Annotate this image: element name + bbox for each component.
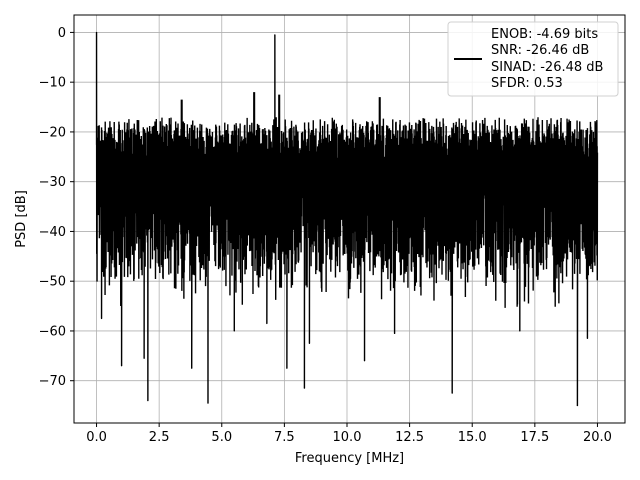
tone-peak — [95, 31, 98, 34]
null-point — [363, 360, 366, 362]
legend-line-enob: ENOB: -4.69 bits — [491, 27, 598, 42]
null-point — [100, 317, 103, 320]
y-tick-label: −50 — [39, 275, 66, 290]
null-point — [120, 365, 123, 367]
psd-trace — [95, 32, 599, 406]
null-point — [576, 404, 579, 407]
x-tick-label: 7.5 — [274, 430, 295, 445]
x-tick-label: 10.0 — [333, 430, 362, 445]
legend-line-snr: SNR: -26.46 dB — [491, 43, 589, 58]
psd-series — [95, 31, 599, 407]
y-tick-label: −70 — [39, 374, 66, 389]
x-tick-label: 12.5 — [395, 430, 424, 445]
null-point — [266, 322, 268, 325]
x-axis-ticks: 0.0 2.5 5.0 7.5 10.0 12.5 15.0 17.5 20.0 — [86, 423, 612, 445]
tone-peak — [274, 34, 276, 36]
legend-line-sinad: SINAD: -26.48 dB — [491, 60, 603, 75]
null-point — [451, 392, 453, 394]
y-tick-label: −10 — [39, 76, 66, 91]
x-tick-label: 20.0 — [583, 430, 612, 445]
y-tick-label: 0 — [58, 26, 66, 41]
legend-box — [447, 21, 619, 97]
null-point — [143, 357, 145, 359]
legend: ENOB: -4.69 bits SNR: -26.46 dB SINAD: -… — [447, 21, 619, 97]
x-tick-label: 15.0 — [458, 430, 487, 445]
null-point — [308, 342, 311, 344]
null-point — [393, 332, 396, 335]
y-tick-label: −60 — [39, 324, 66, 339]
y-tick-label: −40 — [39, 225, 66, 240]
plot-frame — [73, 14, 626, 424]
null-point — [147, 400, 149, 402]
null-point — [286, 367, 288, 369]
null-point — [207, 402, 209, 404]
null-point — [303, 387, 306, 389]
null-point — [519, 330, 521, 332]
null-point — [586, 337, 589, 340]
x-tick-label: 2.5 — [149, 430, 170, 445]
x-tick-label: 5.0 — [211, 430, 232, 445]
x-tick-label: 0.0 — [86, 430, 107, 445]
y-tick-label: −20 — [39, 125, 66, 140]
y-tick-label: −30 — [39, 175, 66, 190]
legend-line-sfdr: SFDR: 0.53 — [491, 76, 563, 91]
x-axis-label: Frequency [MHz] — [295, 451, 404, 466]
y-axis-label: PSD [dB] — [14, 190, 29, 248]
x-tick-label: 17.5 — [520, 430, 549, 445]
null-point — [191, 367, 193, 369]
y-axis-ticks: 0 −10 −20 −30 −40 −50 −60 −70 — [39, 26, 74, 389]
null-point — [233, 330, 235, 332]
